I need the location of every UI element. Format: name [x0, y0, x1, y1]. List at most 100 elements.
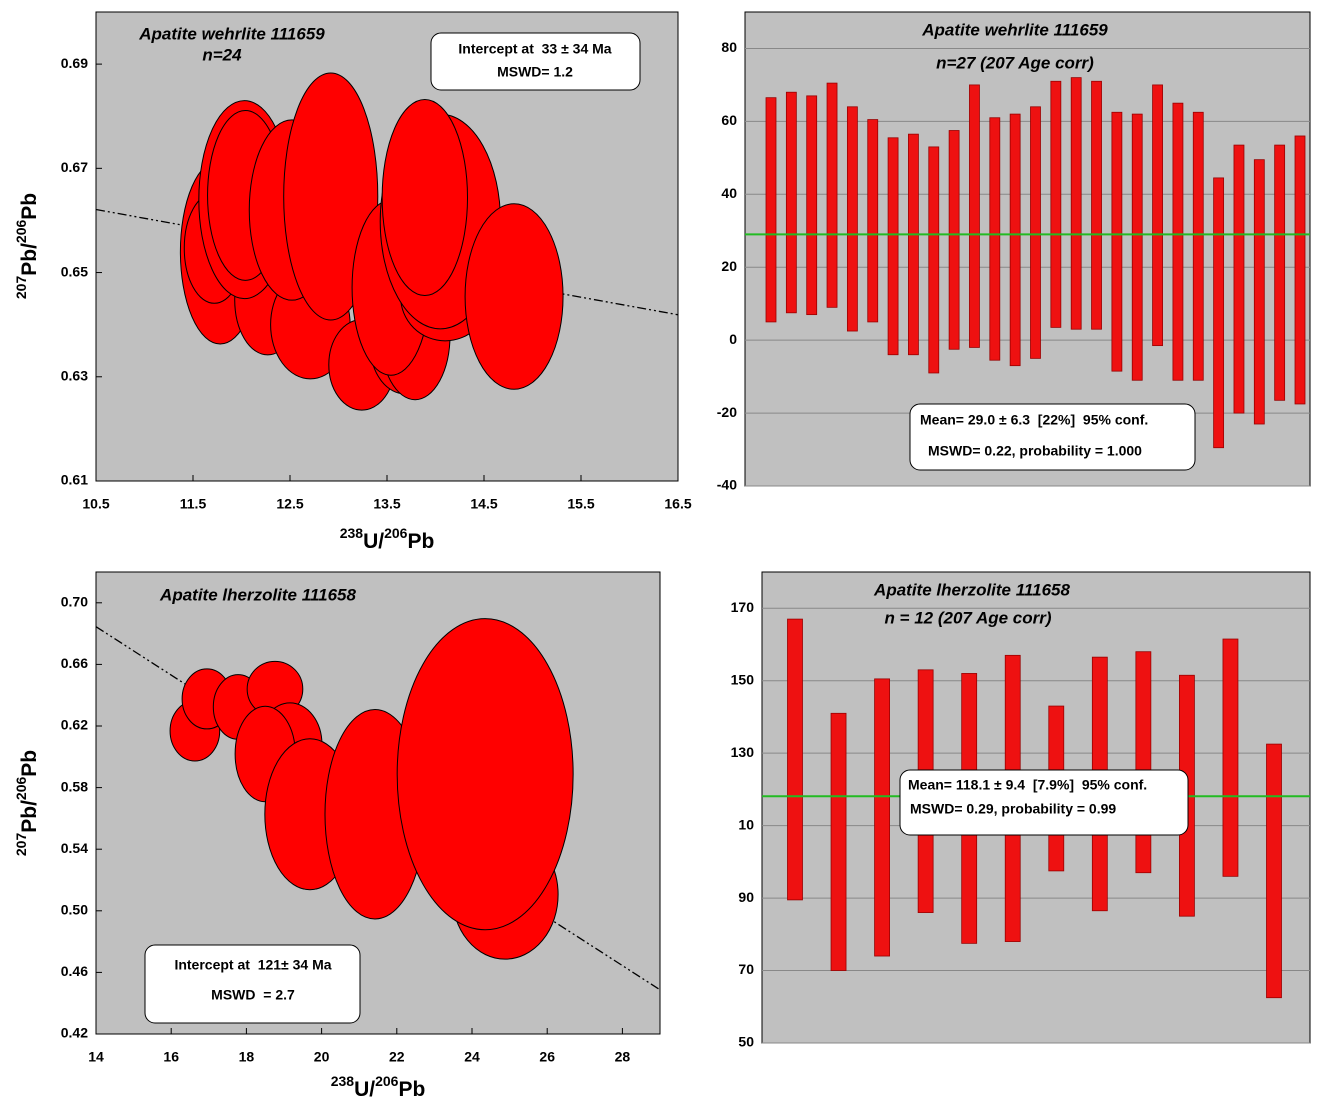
age-bar: [846, 106, 858, 332]
y-tick-label: 0.42: [61, 1025, 88, 1041]
x-tick-label: 10.5: [82, 496, 109, 512]
age-bar: [826, 82, 838, 308]
y-tick-label: 10: [738, 816, 754, 832]
y-tick-label: 0.66: [61, 655, 88, 671]
age-bar: [830, 712, 847, 971]
regression-line: [96, 208, 678, 316]
axis-label: 207Pb/206Pb: [13, 750, 41, 856]
axis-label-part: Pb: [398, 1078, 425, 1101]
annotation-box: [430, 32, 641, 91]
annotation-box: [144, 944, 361, 1024]
age-bar: [1192, 111, 1204, 381]
axis-label: 238U/206Pb: [331, 1073, 426, 1101]
age-bar: [928, 146, 940, 374]
y-tick-label: 70: [738, 961, 754, 977]
axis-label-part: Pb: [407, 530, 434, 553]
axis-label-sup: 207: [13, 276, 29, 300]
y-tick-label: -40: [717, 477, 737, 493]
y-tick-label: 0.62: [61, 717, 88, 733]
age-bar: [1213, 177, 1225, 449]
y-tick-label: 170: [731, 599, 755, 615]
x-tick-label: 13.5: [373, 496, 400, 512]
y-tick-label: -20: [717, 404, 737, 420]
age-bar: [989, 117, 1001, 361]
axis-label-part: U/: [354, 1078, 375, 1101]
age-bar: [948, 130, 960, 350]
axis-label-part: Pb/: [18, 800, 41, 833]
axis-label-sup: 238: [331, 1073, 355, 1089]
axis-label-sup: 238: [340, 525, 364, 541]
x-tick-label: 12.5: [276, 496, 303, 512]
x-tick-label: 14: [88, 1049, 104, 1065]
annotation: MSWD = 2.7: [211, 987, 295, 1003]
axis-label-sup: 206: [13, 777, 29, 801]
axis-label: 207Pb/206Pb: [13, 193, 41, 299]
axis-label-sup: 206: [13, 220, 29, 244]
age-bar: [1253, 159, 1265, 425]
annotation: MSWD= 0.29, probability = 0.99: [910, 801, 1116, 817]
y-tick-label: 0.70: [61, 594, 88, 610]
age-bar: [787, 618, 803, 901]
axis-label-sup: 207: [13, 833, 29, 857]
y-tick-label: 0: [729, 331, 737, 347]
x-tick-label: 24: [464, 1049, 480, 1065]
y-tick-label: 0.46: [61, 963, 88, 979]
annotation: Intercept at 33 ± 34 Ma: [458, 41, 611, 57]
chart-subtitle: n=24: [202, 45, 242, 64]
x-tick-label: 14.5: [470, 496, 497, 512]
y-tick-label: 0.58: [61, 778, 88, 794]
x-tick-label: 20: [314, 1049, 330, 1065]
axis-label-sup: 206: [384, 525, 408, 541]
y-tick-label: 80: [721, 39, 737, 55]
annotation: Intercept at 121± 34 Ma: [174, 957, 331, 973]
age-bar: [1266, 743, 1282, 999]
age-bar: [1050, 80, 1062, 328]
annotation: MSWD= 1.2: [497, 64, 573, 80]
age-bar: [874, 678, 890, 957]
y-tick-label: 40: [721, 185, 737, 201]
x-tick-label: 26: [539, 1049, 555, 1065]
chart-title: Apatite wehrlite 111659: [138, 24, 325, 43]
age-bar: [785, 91, 797, 314]
annotation-box: [909, 403, 1196, 471]
age-bar: [1222, 638, 1239, 877]
y-tick-label: 0.61: [61, 472, 88, 488]
x-tick-label: 15.5: [567, 496, 594, 512]
age-bar: [1131, 113, 1143, 381]
annotation: Mean= 118.1 ± 9.4 [7.9%] 95% conf.: [908, 777, 1147, 793]
chart-title: Apatite wehrlite 111659: [921, 20, 1108, 39]
axis-label-part: Pb: [18, 750, 41, 777]
chart-title: Apatite lherzolite 111658: [873, 580, 1070, 599]
age-bar: [1172, 102, 1184, 381]
plot-marks: [96, 72, 678, 411]
x-tick-label: 11.5: [180, 496, 207, 512]
y-tick-label: 60: [721, 112, 737, 128]
axis-label-part: Pb/: [18, 243, 41, 276]
y-tick-label: 130: [731, 744, 755, 760]
axis-label-part: Pb: [18, 193, 41, 220]
age-bar: [1091, 80, 1102, 330]
y-tick-label: 0.67: [61, 159, 88, 175]
error-ellipse: [381, 99, 469, 296]
y-tick-label: 50: [738, 1034, 754, 1050]
axis-label-sup: 206: [375, 1073, 399, 1089]
error-ellipse: [396, 618, 574, 931]
y-tick-label: 90: [738, 889, 754, 905]
age-bar: [1274, 144, 1286, 401]
age-bar: [1070, 77, 1082, 330]
annotation: MSWD= 0.22, probability = 1.000: [928, 443, 1142, 459]
age-bar: [1233, 144, 1245, 414]
y-tick-label: 150: [731, 671, 755, 687]
axis-label: 238U/206Pb: [340, 525, 435, 553]
x-tick-label: 18: [239, 1049, 255, 1065]
age-bar: [1152, 84, 1163, 347]
age-bar: [1009, 113, 1021, 367]
plot-marks: [96, 618, 660, 991]
chart-subtitle: n = 12 (207 Age corr): [884, 608, 1051, 627]
x-tick-label: 16.5: [664, 496, 691, 512]
axis-label-part: U/: [363, 530, 384, 553]
y-tick-label: 0.65: [61, 263, 88, 279]
y-tick-label: 0.63: [61, 367, 88, 383]
y-tick-label: 0.69: [61, 55, 88, 71]
